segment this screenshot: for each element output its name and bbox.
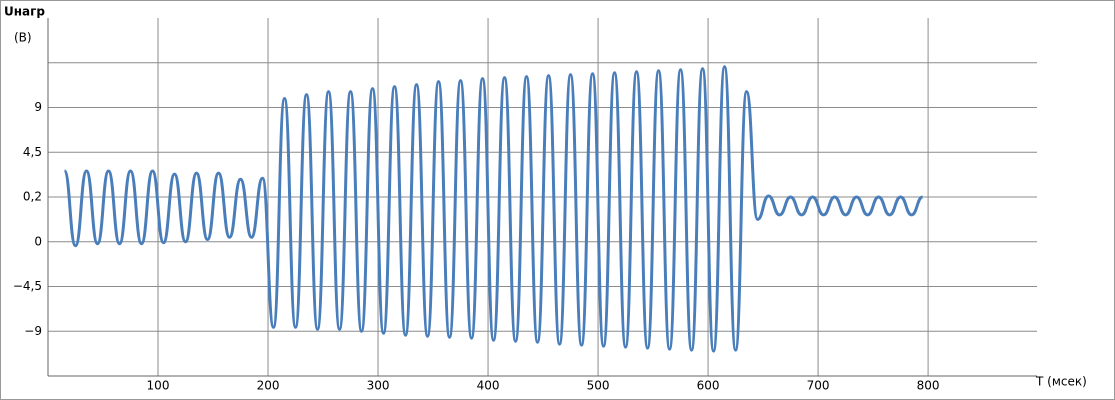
y-axis-label: (В) xyxy=(14,31,32,45)
x-tick-label: 400 xyxy=(477,379,500,393)
x-tick-label: 700 xyxy=(807,379,830,393)
y-tick-label: 0,2 xyxy=(23,190,42,204)
x-tick-label: 500 xyxy=(587,379,610,393)
y-tick-label: 4,5 xyxy=(23,145,42,159)
y-tick-label: 0 xyxy=(34,234,42,248)
x-tick-label: 800 xyxy=(917,379,940,393)
y-tick-label: 9 xyxy=(34,100,42,114)
y-axis-label: Uнагр xyxy=(4,5,45,19)
x-tick-label: 200 xyxy=(257,379,280,393)
x-tick-label: 600 xyxy=(697,379,720,393)
y-tick-label: −9 xyxy=(24,324,42,338)
y-tick-label: −4,5 xyxy=(13,279,42,293)
x-tick-label: 300 xyxy=(367,379,390,393)
x-tick-label: 100 xyxy=(147,379,170,393)
signal-line xyxy=(63,65,924,353)
x-axis-label: T (мсек) xyxy=(1035,375,1087,389)
